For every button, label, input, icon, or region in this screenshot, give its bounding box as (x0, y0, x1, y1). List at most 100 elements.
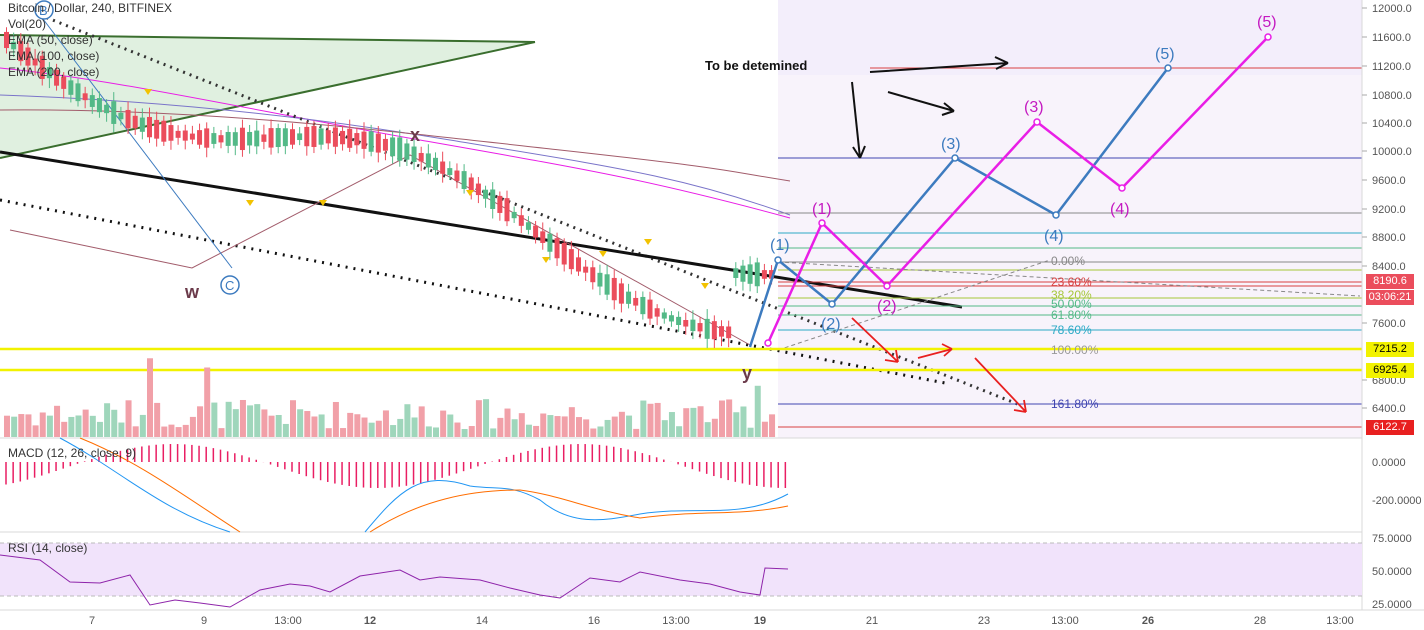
candle-body (404, 143, 410, 160)
macd-tick-label: -200.0000 (1372, 495, 1422, 507)
volume-bar (218, 428, 225, 437)
swing-markers (144, 89, 709, 289)
candle-body (75, 83, 81, 102)
candle-body (247, 131, 253, 146)
candle-body (604, 274, 610, 295)
candle-body (290, 129, 295, 145)
candle-body (332, 127, 338, 147)
time-tick-label: 12 (364, 615, 376, 627)
candle-body (268, 128, 274, 148)
support-badge-6925: 6925.4 (1366, 363, 1414, 378)
candle-body (661, 312, 667, 319)
candle-body (197, 130, 203, 145)
triangle-upper-line (0, 34, 536, 43)
macd-label[interactable]: MACD (12, 26, close, 9) (8, 446, 137, 460)
chart-title[interactable]: Bitcoin / Dollar, 240, BITFINEX (8, 1, 173, 15)
volume-bar (475, 400, 482, 437)
blue-wave-5-label: (5) (1155, 46, 1175, 63)
volume-bar (68, 416, 75, 437)
swing-marker (246, 200, 254, 206)
candle-body (54, 69, 60, 86)
volume-bar (661, 420, 668, 437)
price-tick-label: 10400.0 (1372, 118, 1412, 130)
volume-bar (89, 415, 96, 437)
time-tick-label: 13:00 (1326, 615, 1354, 627)
volume-bar (39, 412, 46, 437)
indicator-ema-100[interactable]: EMA (100, close) (8, 49, 100, 63)
volume-bar (433, 427, 439, 437)
candle-body (397, 137, 403, 161)
candle-body (547, 233, 553, 252)
candle-body (568, 249, 574, 270)
volume-bar (125, 400, 132, 437)
candle-body (747, 264, 753, 284)
candle-body (475, 183, 481, 196)
volume-bar (676, 426, 683, 437)
indicator-ema-200[interactable]: EMA (200, close) (8, 65, 100, 79)
candle-body (454, 170, 460, 181)
indicator-ema-50[interactable]: EMA (50, close) (8, 33, 93, 47)
candle-body (483, 189, 489, 199)
macd-line-left (59, 437, 231, 533)
candle-body (640, 296, 646, 315)
volume-bar (554, 416, 561, 437)
candle-body (554, 238, 560, 259)
volume-bar (604, 419, 611, 437)
fib-382-label: 38.20% (1051, 288, 1092, 302)
candle-body (125, 109, 131, 129)
time-tick-label: 7 (89, 615, 95, 627)
time-axis: 7 9 13:00 12 14 16 13:00 19 21 23 13:00 26 28 13:00 (89, 615, 1354, 627)
wave-c-label: C (225, 278, 234, 293)
volume-bar (11, 416, 18, 437)
price-tick-label: 9200.0 (1372, 204, 1406, 216)
volume-bar (147, 358, 153, 437)
candle-body (218, 135, 224, 143)
candle-body (175, 130, 181, 138)
volume-bar (747, 427, 754, 437)
chart-legend: Bitcoin / Dollar, 240, BITFINEX Vol(20) … (8, 0, 172, 80)
candle-body (275, 128, 281, 148)
price-tick-label: 10000.0 (1372, 146, 1412, 158)
volume-bar (297, 409, 304, 437)
wave-x-label: x (410, 125, 420, 145)
time-tick-label: 13:00 (274, 615, 302, 627)
candle-body (297, 133, 303, 141)
candle-body (204, 128, 210, 148)
ema-50-line (0, 67, 791, 219)
candle-body (418, 152, 424, 162)
candle-body (711, 321, 717, 340)
time-tick-label: 14 (476, 615, 488, 627)
swing-marker (466, 190, 474, 196)
candle-body (733, 268, 739, 278)
candle-body (647, 299, 653, 319)
candle-body (147, 116, 152, 138)
wave-b-circle (34, 0, 54, 20)
volume-bar (683, 408, 690, 437)
volume-bar (96, 421, 103, 437)
candle-body (375, 133, 381, 153)
candle-body (61, 76, 67, 89)
swing-marker (144, 89, 152, 95)
volume-bar (254, 404, 261, 437)
volume-bar (647, 403, 654, 437)
volume-bar (461, 428, 468, 437)
black-arrows (851, 56, 1009, 159)
price-tick-label: 6800.0 (1372, 375, 1406, 387)
indicator-volume[interactable]: Vol(20) (8, 17, 47, 31)
ema-200-line (0, 109, 791, 182)
rsi-label[interactable]: RSI (14, close) (8, 541, 88, 555)
candle-body (304, 126, 310, 147)
pink-wave-5-label: (5) (1257, 14, 1277, 31)
candle-body (440, 161, 446, 174)
volume-bar (711, 418, 718, 437)
candle-body (25, 47, 31, 66)
volume-bar (540, 413, 547, 437)
projection-region-top (778, 0, 1362, 75)
volume-bar (154, 402, 161, 437)
pink-wave-2-label: (2) (877, 298, 897, 315)
time-tick-label: 9 (201, 615, 207, 627)
pink-wave-points (764, 33, 1272, 347)
candle-body (769, 270, 775, 279)
fib-100-label: 100.00% (1051, 343, 1099, 357)
